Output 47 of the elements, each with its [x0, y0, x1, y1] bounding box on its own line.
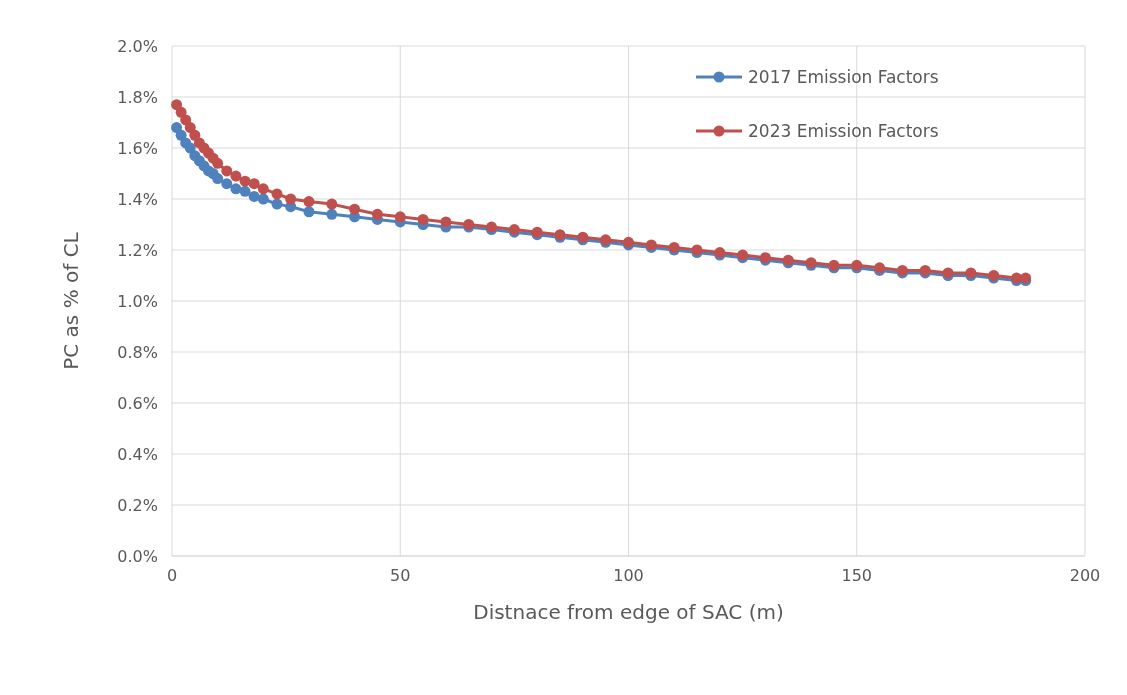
x-tick-label: 150 [841, 566, 873, 585]
point [171, 122, 183, 134]
x-axis-title: Distnace from edge of SAC (m) [473, 600, 784, 624]
point [230, 183, 242, 195]
point [371, 208, 383, 220]
y-tick-label: 1.4% [117, 189, 158, 209]
point [239, 175, 251, 187]
point [271, 198, 283, 210]
legend-label: 2017 Emission Factors [748, 66, 939, 87]
y-tick-label: 0.2% [117, 495, 158, 515]
point [440, 216, 452, 228]
y-tick-label: 1.8% [117, 87, 158, 107]
x-tick-label: 200 [1069, 566, 1101, 585]
point [303, 196, 315, 208]
point [349, 203, 361, 215]
point [171, 99, 183, 111]
y-tick-label: 1.6% [117, 138, 158, 158]
x-tick-label: 0 [166, 566, 178, 585]
x-tick-label: 100 [613, 566, 644, 585]
point [184, 122, 196, 134]
point [326, 198, 338, 210]
point [326, 208, 338, 220]
x-tick-label: 50 [390, 566, 411, 585]
point [271, 188, 283, 200]
point [257, 193, 269, 205]
y-tick-label: 0.6% [117, 393, 158, 413]
point [394, 211, 406, 223]
y-axis-title: PC as % of CL [59, 231, 83, 370]
point [417, 213, 429, 225]
point [248, 190, 260, 202]
y-tick-label: 0.8% [117, 342, 158, 362]
point [248, 178, 260, 190]
y-tick-label: 2.0% [117, 36, 158, 56]
y-tick-label: 0.4% [117, 444, 158, 464]
legend-label: 2023 Emission Factors [748, 120, 939, 141]
y-tick-label: 1.2% [117, 240, 158, 260]
y-tick-label: 0.0% [117, 546, 158, 566]
point [257, 183, 269, 195]
point [221, 165, 233, 177]
point [212, 173, 224, 185]
y-tick-label: 1.0% [117, 291, 158, 311]
point [285, 193, 297, 205]
point [239, 185, 251, 197]
point [303, 206, 315, 218]
point [212, 157, 224, 169]
point [230, 170, 242, 182]
point [221, 178, 233, 190]
